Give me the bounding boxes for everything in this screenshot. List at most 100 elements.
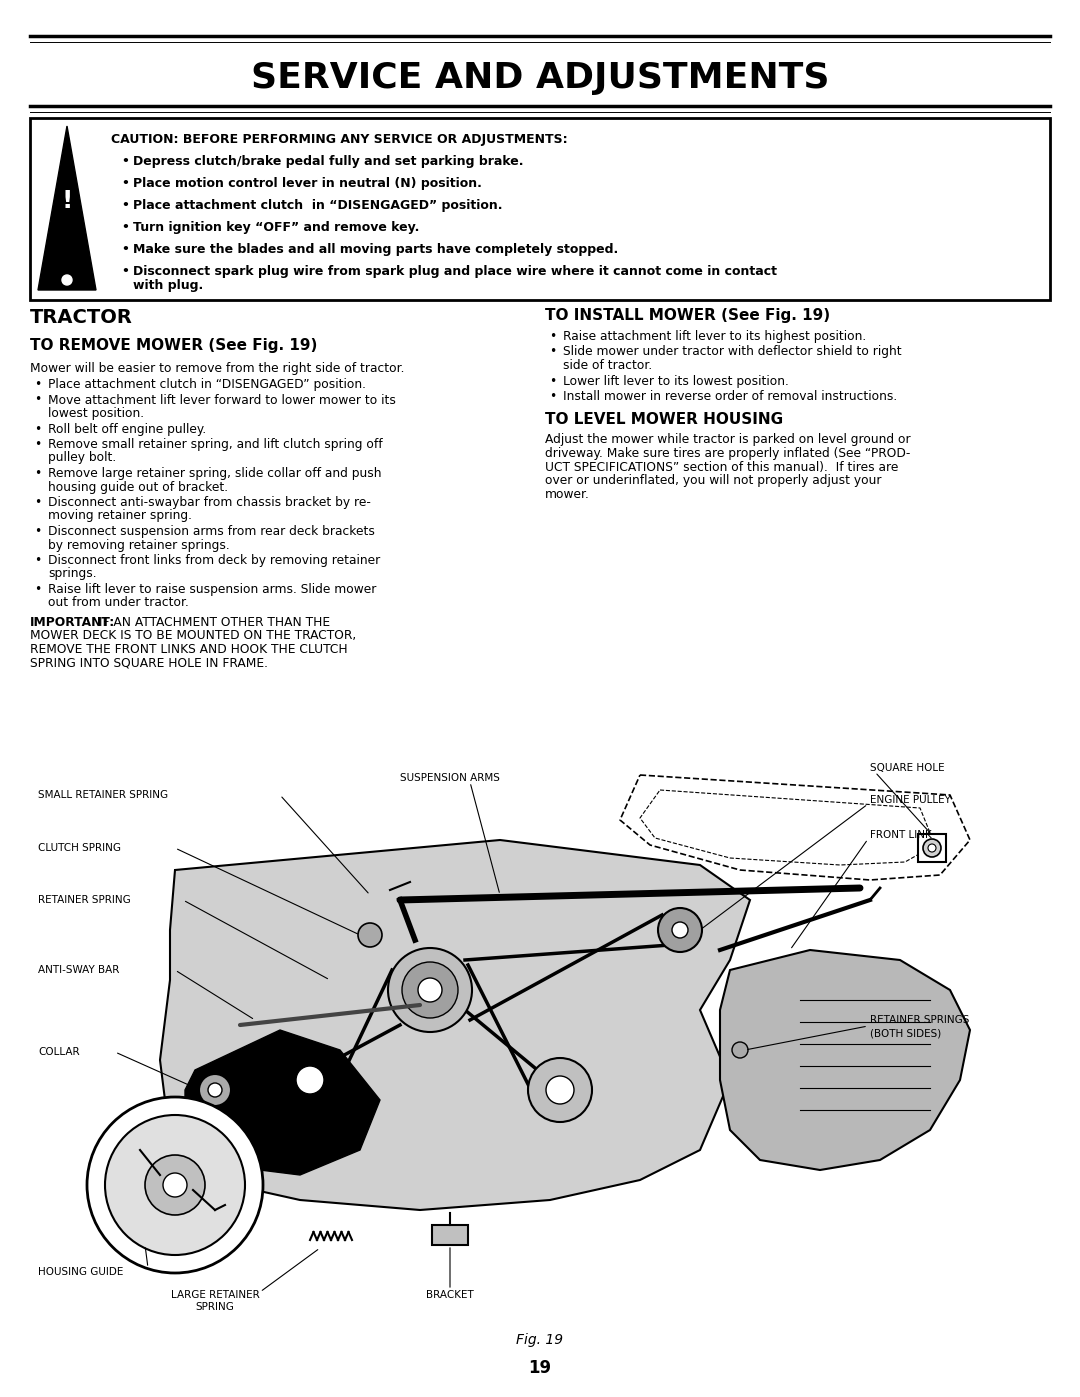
Circle shape [105,1115,245,1255]
Text: moving retainer spring.: moving retainer spring. [48,510,192,522]
Text: lowest position.: lowest position. [48,407,144,420]
Text: by removing retainer springs.: by removing retainer springs. [48,538,230,552]
Text: TRACTOR: TRACTOR [30,307,133,327]
Text: Place motion control lever in neutral (N) position.: Place motion control lever in neutral (N… [133,177,482,190]
Circle shape [732,1042,748,1058]
Text: side of tractor.: side of tractor. [563,359,652,372]
Text: TO INSTALL MOWER (See Fig. 19): TO INSTALL MOWER (See Fig. 19) [545,307,831,323]
Text: Disconnect suspension arms from rear deck brackets: Disconnect suspension arms from rear dec… [48,525,375,538]
Text: Raise attachment lift lever to its highest position.: Raise attachment lift lever to its highe… [563,330,866,344]
Text: •: • [33,496,41,509]
Circle shape [208,1083,222,1097]
Circle shape [658,908,702,951]
Text: SPRING: SPRING [195,1302,234,1312]
Text: Place attachment clutch  in “DISENGAGED” position.: Place attachment clutch in “DISENGAGED” … [133,198,502,212]
Text: •: • [121,155,129,168]
Text: Disconnect front links from deck by removing retainer: Disconnect front links from deck by remo… [48,555,380,567]
Text: Disconnect spark plug wire from spark plug and place wire where it cannot come i: Disconnect spark plug wire from spark pl… [133,265,777,278]
Text: HOUSING GUIDE: HOUSING GUIDE [38,1267,123,1277]
Text: Make sure the blades and all moving parts have completely stopped.: Make sure the blades and all moving part… [133,243,618,256]
Circle shape [163,1173,187,1197]
Text: (BOTH SIDES): (BOTH SIDES) [870,1028,942,1038]
Circle shape [87,1097,264,1273]
Text: IF AN ATTACHMENT OTHER THAN THE: IF AN ATTACHMENT OTHER THAN THE [95,616,330,629]
Text: MOWER DECK IS TO BE MOUNTED ON THE TRACTOR,: MOWER DECK IS TO BE MOUNTED ON THE TRACT… [30,630,356,643]
Text: ANTI-SWAY BAR: ANTI-SWAY BAR [38,965,120,975]
Text: SMALL RETAINER SPRING: SMALL RETAINER SPRING [38,789,168,800]
Circle shape [528,1058,592,1122]
Text: •: • [33,394,41,407]
Circle shape [402,963,458,1018]
Circle shape [388,949,472,1032]
Text: springs.: springs. [48,567,96,581]
Text: 19: 19 [528,1359,552,1377]
Text: Place attachment clutch in “DISENGAGED” position.: Place attachment clutch in “DISENGAGED” … [48,379,366,391]
Text: •: • [33,583,41,597]
Text: ENGINE PULLEY: ENGINE PULLEY [870,795,950,805]
Text: Adjust the mower while tractor is parked on level ground or: Adjust the mower while tractor is parked… [545,433,910,447]
Text: •: • [121,177,129,190]
Text: •: • [33,422,41,436]
Text: FRONT LINK: FRONT LINK [870,830,932,840]
Text: Slide mower under tractor with deflector shield to right: Slide mower under tractor with deflector… [563,345,902,359]
Polygon shape [720,950,970,1171]
Text: Raise lift lever to raise suspension arms. Slide mower: Raise lift lever to raise suspension arm… [48,583,376,597]
Text: •: • [549,390,556,402]
Text: CAUTION: BEFORE PERFORMING ANY SERVICE OR ADJUSTMENTS:: CAUTION: BEFORE PERFORMING ANY SERVICE O… [111,133,568,147]
Text: Depress clutch/brake pedal fully and set parking brake.: Depress clutch/brake pedal fully and set… [133,155,524,168]
Text: •: • [121,265,129,278]
Text: out from under tractor.: out from under tractor. [48,597,189,609]
Polygon shape [185,1030,380,1175]
Text: Disconnect anti-swaybar from chassis bracket by re-: Disconnect anti-swaybar from chassis bra… [48,496,370,509]
Text: mower.: mower. [545,488,590,500]
Text: BRACKET: BRACKET [427,1289,474,1301]
Text: Remove small retainer spring, and lift clutch spring off: Remove small retainer spring, and lift c… [48,439,382,451]
Text: •: • [549,330,556,344]
Circle shape [546,1076,573,1104]
Circle shape [672,922,688,937]
Text: Fig. 19: Fig. 19 [516,1333,564,1347]
Text: Move attachment lift lever forward to lower mower to its: Move attachment lift lever forward to lo… [48,394,396,407]
Text: RETAINER SPRING: RETAINER SPRING [38,895,131,905]
Text: •: • [33,525,41,538]
Text: Turn ignition key “OFF” and remove key.: Turn ignition key “OFF” and remove key. [133,221,419,235]
Text: pulley bolt.: pulley bolt. [48,451,117,464]
Circle shape [278,1048,342,1112]
Text: •: • [33,439,41,451]
Text: CLUTCH SPRING: CLUTCH SPRING [38,842,121,854]
Polygon shape [38,126,96,291]
Text: •: • [33,379,41,391]
Text: LARGE RETAINER: LARGE RETAINER [171,1289,259,1301]
Text: with plug.: with plug. [133,279,203,292]
Text: over or underinflated, you will not properly adjust your: over or underinflated, you will not prop… [545,474,881,488]
Text: !: ! [62,189,72,212]
Circle shape [357,923,382,947]
FancyBboxPatch shape [918,834,946,862]
Text: RETAINER SPRINGS: RETAINER SPRINGS [870,1016,970,1025]
Text: Roll belt off engine pulley.: Roll belt off engine pulley. [48,422,206,436]
Text: TO REMOVE MOWER (See Fig. 19): TO REMOVE MOWER (See Fig. 19) [30,338,318,353]
Text: •: • [549,345,556,359]
Text: housing guide out of bracket.: housing guide out of bracket. [48,481,228,493]
Circle shape [923,840,941,856]
Text: •: • [121,221,129,235]
Text: IMPORTANT:: IMPORTANT: [30,616,116,629]
Text: COLLAR: COLLAR [38,1046,80,1058]
Text: SQUARE HOLE: SQUARE HOLE [870,763,945,773]
Circle shape [62,275,72,285]
Text: Remove large retainer spring, slide collar off and push: Remove large retainer spring, slide coll… [48,467,381,481]
Text: •: • [121,243,129,256]
Circle shape [418,978,442,1002]
Text: •: • [549,374,556,387]
Text: Lower lift lever to its lowest position.: Lower lift lever to its lowest position. [563,374,788,387]
Circle shape [928,844,936,852]
Text: REMOVE THE FRONT LINKS AND HOOK THE CLUTCH: REMOVE THE FRONT LINKS AND HOOK THE CLUT… [30,643,348,657]
Circle shape [296,1066,324,1094]
Polygon shape [160,840,750,1210]
Text: SPRING INTO SQUARE HOLE IN FRAME.: SPRING INTO SQUARE HOLE IN FRAME. [30,657,268,669]
Text: •: • [121,198,129,212]
Circle shape [145,1155,205,1215]
FancyBboxPatch shape [432,1225,468,1245]
Text: TO LEVEL MOWER HOUSING: TO LEVEL MOWER HOUSING [545,412,783,426]
Text: Mower will be easier to remove from the right side of tractor.: Mower will be easier to remove from the … [30,362,405,374]
